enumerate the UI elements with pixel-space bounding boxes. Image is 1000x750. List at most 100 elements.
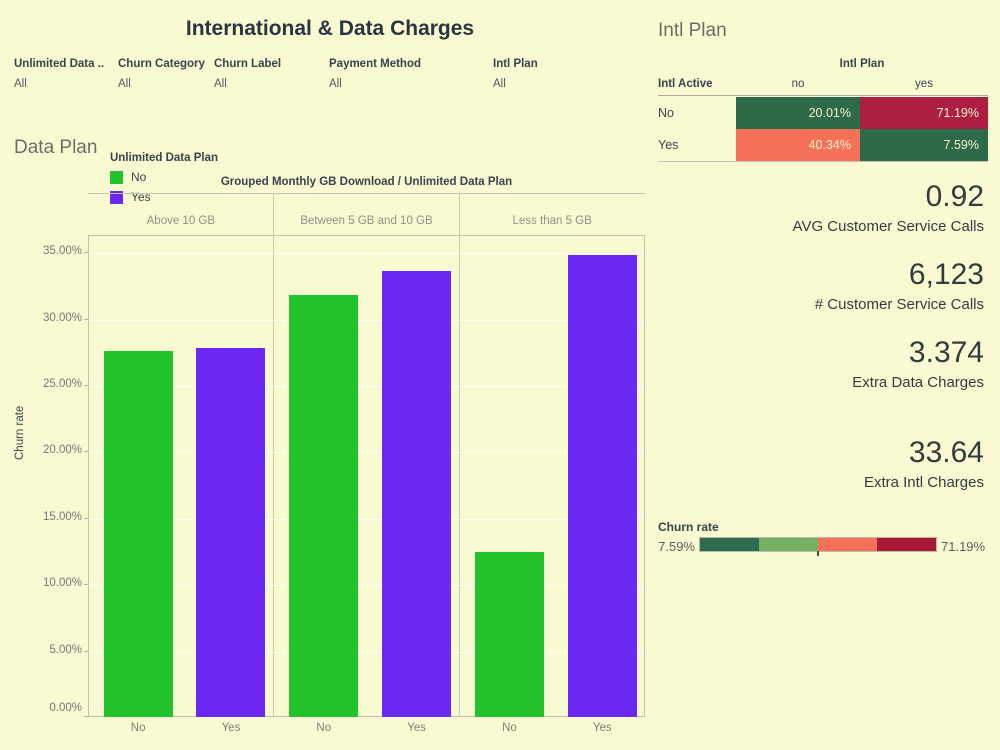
filter-value-dropdown[interactable]: All [214,78,227,90]
kpi-avg-customer-service-calls: 0.92 AVG Customer Service Calls [650,180,984,235]
kpi-label: # Customer Service Calls [814,296,984,313]
kpi-value: 0.92 [925,180,984,213]
gridline-10 [89,585,644,587]
intl-table-header-rule [658,95,988,96]
filter-value-dropdown[interactable]: All [329,78,342,90]
churn-gradient-center-tick [817,551,819,556]
gradient-segment-2 [818,538,877,551]
gradient-segment-0 [700,538,759,551]
churn-rate-gradient-bar[interactable] [699,537,937,552]
kpi-value: 33.64 [908,436,984,469]
bar-3-yes[interactable] [567,254,637,717]
intl-table-row-dimension-label: Intl Active [658,78,713,90]
intl-table-row-label-no: No [658,106,674,120]
filter-label: Churn Label [214,58,282,70]
panel-divider-2 [459,193,460,717]
x-tick-label: No [130,722,146,734]
column-header-0: Above 10 GB [146,215,216,227]
y-tick-mark [84,517,88,519]
chart-header-divider [88,193,645,194]
filter-label: Payment Method [329,58,422,70]
filter-churn-category[interactable]: Churn Category All [118,58,205,90]
churn-legend-min-label: 7.59% [658,539,695,554]
x-tick-label: Yes [407,722,426,734]
gridline-20 [89,452,644,454]
y-tick-label-25: 25.00% [42,378,82,391]
gradient-segment-3 [877,538,936,551]
x-tick-label: Yes [221,722,241,734]
heatmap-cell-no-yes[interactable]: 71.19% [860,97,988,129]
y-tick-mark [84,584,88,586]
filter-value-dropdown[interactable]: All [493,78,506,90]
legend-item-no[interactable]: No [110,170,218,184]
intl-table-bottom-rule [658,161,988,162]
filter-payment-method[interactable]: Payment Method All [329,58,421,90]
y-tick-label-20: 20.00% [42,444,82,457]
y-tick-mark [84,318,88,320]
bar-2-yes[interactable] [382,270,452,717]
intl-table-row-label-yes: Yes [658,138,679,152]
x-tick-label: No [316,722,332,734]
heatmap-cell-yes-yes[interactable]: 7.59% [860,129,988,161]
bar-3-no[interactable] [474,552,544,717]
column-header-2: Less than 5 GB [512,215,592,227]
y-tick-mark [84,650,88,652]
heatmap-cell-no-no[interactable]: 20.01% [736,97,860,129]
gridline-25 [89,386,644,388]
churn-legend-max-label: 71.19% [941,539,986,554]
legend-title: Unlimited Data Plan [110,152,218,164]
filter-intl-plan[interactable]: Intl Plan All [493,58,538,90]
color-legend-unlimited-data-plan: Unlimited Data Plan No Yes [110,152,218,204]
y-tick-label-0: 0.00% [49,702,82,714]
x-tick-label: Yes [592,722,612,734]
chart-column-field-label: Grouped Monthly GB Download / Unlimited … [220,176,513,188]
kpi-extra-data-charges: 3.374 Extra Data Charges [650,336,984,391]
gridline-35 [89,253,644,255]
y-tick-label-5: 5.00% [49,643,82,656]
y-tick-label-15: 15.00% [42,510,82,523]
bar-1-no[interactable] [103,350,173,717]
intl-table-column-dimension-label: Intl Plan [839,58,885,70]
y-axis-title: Churn rate [14,405,26,460]
churn-rate-legend-title: Churn rate [658,520,719,534]
filter-value-dropdown[interactable]: All [14,78,27,90]
kpi-customer-service-calls: 6,123 # Customer Service Calls [650,258,984,313]
y-tick-label-30: 30.00% [42,311,82,324]
column-header-1: Between 5 GB and 10 GB [300,215,433,227]
filter-churn-label[interactable]: Churn Label All [214,58,281,90]
kpi-extra-intl-charges: 33.64 Extra Intl Charges [650,436,984,491]
filter-label: Intl Plan [493,58,538,70]
filter-value-dropdown[interactable]: All [118,78,131,90]
section-title-data-plan: Data Plan [14,137,98,158]
kpi-value: 3.374 [908,336,984,369]
kpi-label: AVG Customer Service Calls [792,218,984,235]
bar-chart-plot [88,235,645,717]
gridline-30 [89,319,644,321]
y-tick-mark [84,252,88,254]
y-tick-label-10: 10.00% [42,577,82,590]
kpi-label: Extra Intl Charges [863,474,984,491]
filter-label: Churn Category [118,58,205,70]
kpi-label: Extra Data Charges [852,374,984,391]
gradient-segment-1 [759,538,818,551]
bar-1-yes[interactable] [196,347,266,717]
y-tick-mark [84,451,88,453]
dashboard-title: International & Data Charges [185,17,475,40]
y-tick-label-35: 35.00% [42,245,82,258]
gridline-15 [89,518,644,520]
filter-label: Unlimited Data .. [14,58,105,70]
gridline-5 [89,651,644,653]
kpi-value: 6,123 [908,258,984,291]
bar-2-no[interactable] [289,294,359,717]
legend-swatch [110,170,123,184]
legend-item-label: No [131,170,147,184]
intl-table-col-header-yes: yes [915,78,933,90]
y-tick-mark [84,385,88,387]
y-tick-mark [84,716,88,717]
heatmap-cell-yes-no[interactable]: 40.34% [736,129,860,161]
section-title-intl-plan: Intl Plan [658,20,727,41]
panel-divider-1 [273,193,274,717]
filter-unlimited-data[interactable]: Unlimited Data .. All [14,58,104,90]
x-tick-label: No [502,722,517,734]
